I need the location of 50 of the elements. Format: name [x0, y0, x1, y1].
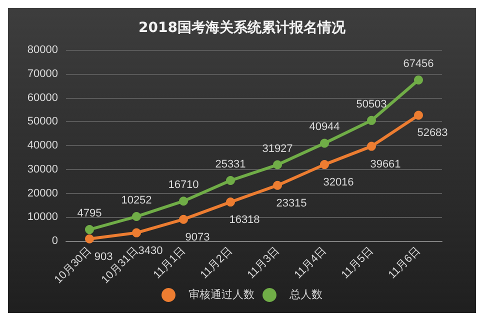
data-label: 903 — [94, 250, 113, 263]
data-label: 4795 — [77, 208, 102, 220]
x-tick-label: 11月5日 — [339, 244, 376, 282]
point — [367, 116, 376, 125]
point — [179, 196, 188, 206]
x-tick-label: 10月30日 — [52, 244, 94, 286]
point — [85, 234, 94, 244]
data-label: 16710 — [168, 179, 199, 192]
data-label: 32016 — [323, 176, 354, 189]
y-tick-label: 10000 — [27, 211, 58, 224]
x-tick-label: 11月4日 — [292, 244, 329, 282]
chart-title: 2018国考海关系统累计报名情况 — [138, 19, 346, 36]
x-tick-label: 11月6日 — [386, 244, 423, 282]
y-tick-label: 20000 — [27, 187, 58, 200]
point — [414, 110, 423, 120]
y-tick-label: 60000 — [27, 92, 58, 104]
data-label: 10252 — [121, 194, 152, 207]
y-tick-label: 50000 — [27, 116, 58, 128]
data-label: 52683 — [417, 127, 448, 140]
point — [320, 160, 329, 170]
y-tick-label: 30000 — [27, 163, 58, 176]
y-tick-label: 70000 — [27, 68, 58, 80]
data-label: 31927 — [262, 142, 293, 155]
legend-label: 总人数 — [288, 288, 322, 301]
legend-label: 审核通过人数 — [188, 288, 254, 301]
data-label: 67456 — [403, 58, 434, 70]
data-label: 23315 — [276, 197, 307, 210]
x-tick-label: 11月3日 — [245, 244, 282, 282]
data-label: 25331 — [215, 158, 246, 171]
point — [226, 176, 235, 186]
point — [414, 75, 423, 84]
data-label: 16318 — [229, 214, 260, 226]
data-label: 3430 — [138, 244, 163, 257]
point — [273, 160, 282, 170]
data-label: 50503 — [356, 98, 387, 110]
data-label: 40944 — [309, 121, 340, 134]
y-tick-label: 80000 — [27, 44, 58, 56]
data-label: 9073 — [185, 231, 210, 244]
point — [367, 142, 376, 151]
point — [179, 214, 188, 224]
point — [132, 212, 141, 222]
point — [273, 180, 282, 190]
point — [320, 138, 329, 148]
point — [226, 198, 235, 207]
y-tick-label: 0 — [52, 235, 58, 247]
point — [85, 225, 94, 234]
data-label: 39661 — [370, 158, 401, 170]
point — [132, 228, 141, 238]
y-tick-label: 40000 — [27, 140, 58, 152]
x-tick-label: 11月2日 — [198, 244, 235, 282]
